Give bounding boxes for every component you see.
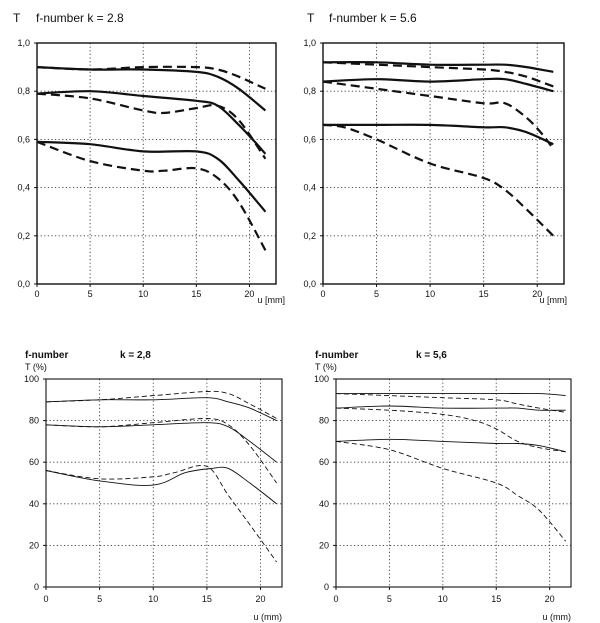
series-line-solid-0 [45, 397, 277, 422]
series-line-dashed-3 [36, 92, 267, 160]
y-tick-label: 0,0 [17, 279, 30, 289]
series-line-dashed-5 [45, 465, 277, 563]
chart-title: k = 2,8 [120, 350, 151, 361]
x-tick-label: 10 [425, 289, 435, 299]
x-tick-label: 5 [387, 594, 392, 604]
series-line-solid-4 [335, 438, 566, 453]
y-tick-label: 80 [29, 416, 39, 426]
y-tick-label: 100 [24, 374, 39, 384]
chart-title: f-number k = 2.8 [36, 11, 124, 25]
chart-title: f-number k = 5.6 [329, 11, 417, 25]
y-tick-label: 1,0 [303, 38, 316, 48]
y-tick-label: 40 [29, 499, 39, 509]
series-line-dashed-1 [36, 65, 266, 90]
chart-title-prefix: f-number [25, 350, 68, 361]
x-axis-label: u [mm] [257, 295, 285, 305]
series-line-dashed-1 [322, 61, 554, 88]
y-axis-label: T (%) [25, 362, 47, 372]
series-line-solid-0 [322, 61, 554, 73]
y-tick-label: 0,6 [17, 134, 30, 144]
x-tick-label: 0 [43, 594, 48, 604]
x-tick-label: 15 [479, 289, 489, 299]
series-line-solid-2 [36, 90, 267, 155]
y-tick-label: 20 [319, 540, 329, 550]
plot-frame [335, 378, 572, 588]
series-line-dashed-1 [45, 390, 277, 419]
x-axis-label: u (mm) [254, 612, 283, 622]
y-tick-label: 0,4 [303, 183, 316, 193]
plot-frame [45, 378, 283, 588]
x-tick-label: 5 [97, 594, 102, 604]
y-tick-label: 20 [29, 540, 39, 550]
y-tick-label: 80 [319, 416, 329, 426]
chart-panel-bottom-right: f-number k = 5,6 T (%) u (mm) 0 5 10 15 20 0 20 40 6… [314, 350, 572, 622]
chart-title-prefix: f-number [315, 350, 358, 361]
y-tick-label: 40 [319, 499, 329, 509]
x-tick-label: 5 [88, 289, 93, 299]
plot-frame [36, 42, 277, 285]
series-line-dashed-5 [322, 123, 555, 237]
x-tick-label: 0 [34, 289, 39, 299]
series-line-dashed-3 [322, 80, 555, 150]
x-tick-label: 20 [244, 289, 254, 299]
series-line-solid-2 [335, 405, 566, 411]
y-tick-label: 60 [319, 457, 329, 467]
x-axis-label: u [mm] [539, 295, 567, 305]
x-tick-label: 0 [320, 289, 325, 299]
x-tick-label: 10 [148, 594, 158, 604]
series-line-solid-2 [322, 77, 554, 93]
chart-title-prefix: T [13, 11, 21, 25]
y-axis-label: T (%) [315, 362, 337, 372]
y-tick-label: 0,0 [303, 279, 316, 289]
series-line-dashed-1 [335, 393, 566, 413]
y-tick-label: 0,8 [17, 86, 30, 96]
chart-title: k = 5,6 [416, 350, 447, 361]
x-tick-label: 20 [545, 594, 555, 604]
series-line-solid-4 [36, 140, 267, 213]
y-tick-label: 1,0 [17, 38, 30, 48]
x-tick-label: 15 [491, 594, 501, 604]
x-tick-label: 5 [374, 289, 379, 299]
chart-title-prefix: T [307, 11, 315, 25]
y-tick-label: 60 [29, 457, 39, 467]
x-tick-label: 20 [532, 289, 542, 299]
chart-panel-bottom-left: f-number k = 2,8 T (%) u (mm) 0 5 10 15 20 0 20 40 6… [24, 350, 283, 622]
y-tick-label: 0 [34, 582, 39, 592]
y-tick-label: 0,8 [303, 86, 316, 96]
x-tick-label: 10 [138, 289, 148, 299]
y-tick-label: 0,2 [303, 231, 316, 241]
series-line-dashed-5 [335, 440, 567, 542]
y-tick-label: 0,2 [17, 231, 30, 241]
x-axis-label: u (mm) [543, 612, 572, 622]
series-line-solid-4 [45, 466, 277, 505]
plot-frame [322, 42, 565, 285]
x-tick-label: 0 [333, 594, 338, 604]
y-tick-label: 0 [324, 582, 329, 592]
series-line-solid-2 [45, 422, 277, 463]
x-tick-label: 15 [202, 594, 212, 604]
series-line-solid-0 [36, 66, 267, 112]
x-tick-label: 15 [191, 289, 201, 299]
series-line-solid-4 [323, 123, 554, 146]
y-tick-label: 0,6 [303, 134, 316, 144]
y-tick-label: 100 [314, 374, 329, 384]
x-tick-label: 20 [256, 594, 266, 604]
y-tick-label: 0,4 [17, 183, 30, 193]
series-line-dashed-5 [36, 140, 267, 251]
series-line-dashed-3 [45, 418, 277, 484]
series-line-dashed-3 [335, 407, 566, 453]
x-tick-label: 10 [438, 594, 448, 604]
series-line-solid-0 [335, 392, 566, 397]
